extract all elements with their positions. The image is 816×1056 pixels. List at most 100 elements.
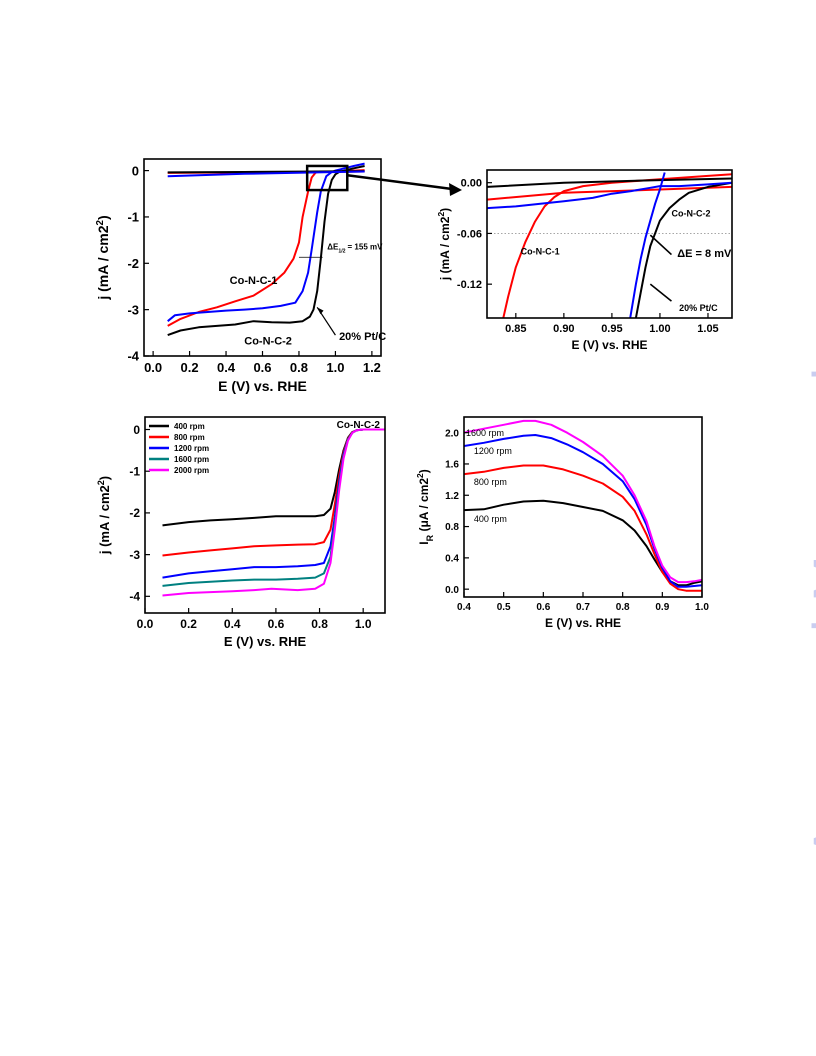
y-tick-label: 0 xyxy=(133,423,140,437)
y-tick-label: 1.6 xyxy=(445,460,459,471)
y-label-sup: 2 xyxy=(96,480,106,485)
pt-arrow xyxy=(649,283,672,302)
y-tick-label: -3 xyxy=(129,548,140,562)
legend-label: 1200 rpm xyxy=(174,444,209,453)
x-tick-label: 0.4 xyxy=(217,360,236,375)
y-label-part: j (mA / cm2 xyxy=(438,216,452,281)
annotation-label: 800 rpm xyxy=(474,477,507,487)
x-tick-label: 0.9 xyxy=(655,602,669,613)
x-axis-label: E (V) vs. RHE xyxy=(545,616,621,630)
annotation-label: ΔE1/2 = 155 mV xyxy=(327,242,383,254)
annotation-sub: 1/2 xyxy=(338,248,345,254)
y-label-part: I xyxy=(417,541,431,544)
y-label-part: j (mA / cm2 xyxy=(97,485,112,555)
annotation-label: 20% Pt/C xyxy=(339,331,386,343)
y-tick-label: -0.06 xyxy=(457,228,482,240)
y-label-part: j (mA / cm2 xyxy=(95,225,111,300)
x-axis-label: E (V) vs. RHE xyxy=(218,378,307,394)
zoom-box xyxy=(305,164,349,192)
series-line-baseline-3 xyxy=(634,181,732,318)
y-label-sup: 2 xyxy=(415,473,425,478)
series-line-baseline-5 xyxy=(167,170,365,178)
series-line-400-rpm xyxy=(464,499,702,587)
y-tick-label: -2 xyxy=(127,256,139,271)
chart-panel-top-right: 0.85 0.90 0.95 1.00 1.05 0.00 -0.06 -0.12 E (V) … xyxy=(436,169,733,352)
x-tick-label: 0.4 xyxy=(224,617,241,631)
annotation-label: 1600 rpm xyxy=(466,428,504,438)
annotation-label: 400 rpm xyxy=(474,514,507,524)
pointer-arrow-head xyxy=(317,307,324,315)
y-label-part: ) xyxy=(95,215,111,220)
y-label-part: (μA / cm2 xyxy=(417,478,431,535)
legend-label: 800 rpm xyxy=(174,433,205,442)
y-label-part: ) xyxy=(438,208,452,212)
annotation-label: 1200 rpm xyxy=(474,446,512,456)
x-tick-label: 1.0 xyxy=(695,602,709,613)
x-axis-label: E (V) vs. RHE xyxy=(571,338,647,352)
x-tick-label: 0.0 xyxy=(144,360,162,375)
y-tick-label: -0.12 xyxy=(457,279,482,291)
x-tick-label: 0.5 xyxy=(497,602,511,613)
plot-frame xyxy=(486,169,733,319)
x-tick-label: 0.8 xyxy=(290,360,308,375)
series-line-2000-rpm xyxy=(162,428,385,597)
delta-e-arrow xyxy=(649,234,673,256)
y-label-sub: R xyxy=(425,534,435,541)
series-line-co-n-c-2 xyxy=(487,177,732,188)
series-line-baseline-1 xyxy=(487,185,732,201)
y-tick-label: 0 xyxy=(132,163,139,178)
y-tick-label: 0.4 xyxy=(445,553,459,564)
y-tick-label: 0.0 xyxy=(445,585,459,596)
y-tick-label: 1.2 xyxy=(445,491,459,502)
legend-label: 1600 rpm xyxy=(174,455,209,464)
x-tick-label: 0.90 xyxy=(553,323,574,335)
y-label-sup: 2 xyxy=(95,219,106,225)
annotation-label: Co-N-C-1 xyxy=(521,247,560,257)
x-tick-label: 1.00 xyxy=(649,323,670,335)
zoom-arrow xyxy=(347,173,453,191)
series-group xyxy=(162,428,385,597)
plot-frame xyxy=(144,416,386,614)
annotation-part: ΔE xyxy=(327,242,339,251)
y-tick-label: -4 xyxy=(129,590,140,604)
x-tick-label: 1.2 xyxy=(363,360,381,375)
legend-label: 400 rpm xyxy=(174,422,205,431)
x-tick-label: 0.8 xyxy=(616,602,630,613)
y-tick-label: 0.00 xyxy=(461,178,482,190)
x-tick-label: 0.6 xyxy=(268,617,285,631)
y-tick-label: -3 xyxy=(127,302,139,317)
y-label-part: ) xyxy=(97,476,112,480)
annotation-label: Co-N-C-2 xyxy=(244,335,292,347)
y-tick-label: -4 xyxy=(127,349,139,364)
legend-label: 2000 rpm xyxy=(174,466,209,475)
series-group xyxy=(464,419,702,592)
series-line-1600-rpm xyxy=(464,419,702,584)
series-group xyxy=(487,172,732,318)
chart-panel-bottom-right: 0.4 0.5 0.6 0.7 0.8 0.9 1.0 0.0 0.4 0.8 1.2 1.6 2.0 E… xyxy=(415,416,709,630)
annotation-label: Co-N-C-2 xyxy=(671,209,710,219)
series-line-baseline-5 xyxy=(487,181,732,210)
x-tick-label: 0.0 xyxy=(137,617,154,631)
annotation-label: ΔE = 8 mV xyxy=(677,248,732,260)
x-tick-label: 0.8 xyxy=(311,617,328,631)
zoom-arrow-head xyxy=(449,183,462,196)
series-line-1200-rpm xyxy=(464,434,702,588)
y-tick-label: -1 xyxy=(127,210,139,225)
x-tick-label: 0.95 xyxy=(601,323,622,335)
x-tick-label: 1.0 xyxy=(326,360,344,375)
y-axis-label: j (mA / cm22) xyxy=(95,215,112,300)
chart-panel-bottom-left: 0.0 0.2 0.4 0.6 0.8 1.0 0 -1 -2 -3 -4 E (V) vs. RHE… xyxy=(96,416,386,649)
series-line-800-rpm xyxy=(464,464,702,592)
y-axis-label: IR (μA / cm22) xyxy=(415,469,435,544)
annotation-label: 20% Pt/C xyxy=(679,303,718,313)
annotation-part: = 155 mV xyxy=(348,242,384,251)
y-tick-label: -1 xyxy=(129,465,140,479)
plot-frame xyxy=(143,158,382,357)
x-axis-label: E (V) vs. RHE xyxy=(224,634,307,649)
x-tick-label: 0.85 xyxy=(505,323,526,335)
x-tick-label: 0.4 xyxy=(457,602,471,613)
chart-panel-top-left: 0.0 0.2 0.4 0.6 0.8 1.0 1.2 0 -1 -2 -3 -4 E (V) vs. … xyxy=(95,158,462,394)
x-tick-label: 0.2 xyxy=(180,617,197,631)
x-tick-label: 0.7 xyxy=(576,602,590,613)
